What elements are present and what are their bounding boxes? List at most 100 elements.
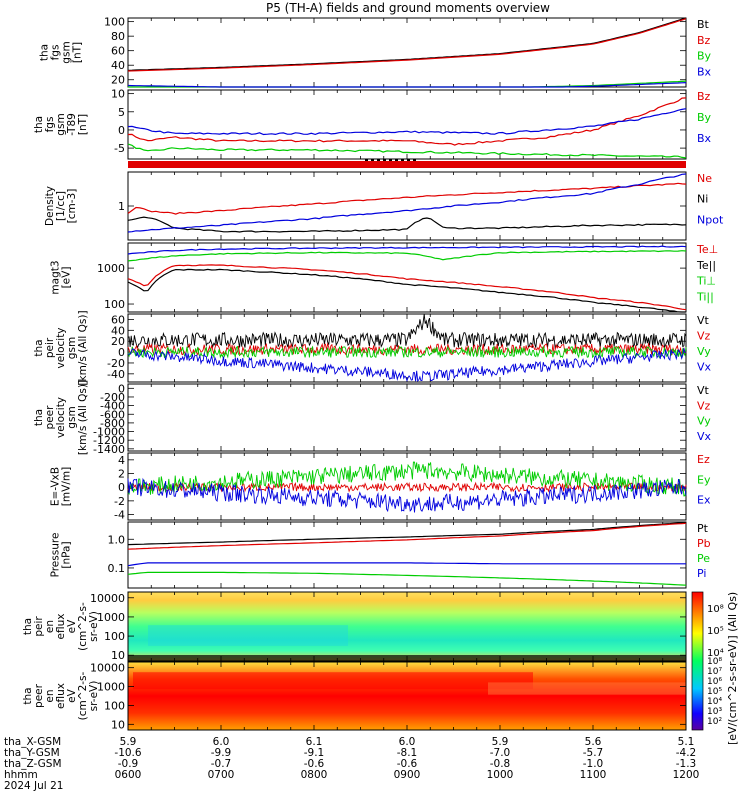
y-axis-label-line: tha [33, 116, 45, 133]
x-axis-labels: tha_X-GSM 5.9 6.0 6.1 6.0 5.9 5.6 5.1 tha_Y-GSM -… [4, 736, 699, 792]
y-axis-label: tha peir en eflux eV (cm^2-s-sr-eV) [22, 602, 100, 651]
series-line-Vt [127, 314, 687, 350]
y-axis-label-line: sr-eV) [88, 681, 100, 712]
y-tick-label: -200 [100, 391, 125, 404]
y-axis-label-line: [1/cc] [55, 191, 67, 221]
y-tick-label: 1.0 [108, 533, 126, 546]
y-axis-label-line: [nT] [72, 42, 84, 63]
x-axis-row-label: tha_Z-GSM [4, 758, 62, 770]
panel-frame [127, 17, 687, 88]
series-line-Vx [127, 347, 687, 383]
legend-label: Bt [697, 18, 710, 31]
y-tick-label: 1000 [97, 611, 125, 624]
y-tick-label: -400 [100, 400, 125, 413]
x-tick-label: -7.0 [490, 747, 511, 759]
y-tick-label: 100 [104, 16, 125, 29]
y-tick-label: 100 [104, 298, 125, 311]
y-tick-label: -4 [114, 509, 125, 522]
legend-label: Bx [697, 65, 712, 78]
y-axis-label-line: [mV/m] [61, 467, 73, 506]
y-tick-label: 1000 [97, 681, 125, 694]
legend-label: Ex [697, 494, 711, 507]
y-tick-label: -1400 [93, 443, 125, 456]
legend-label: Pt [697, 522, 709, 535]
series-line-By [127, 143, 687, 159]
y-axis-label-line: magt3 [50, 260, 62, 294]
panel-efield: -4-2024 E=-VxB [mV/m] Ez Ey Ex [50, 452, 711, 522]
panel-frame [127, 383, 687, 452]
y-axis-label-line: [km/s (All Qs)] [77, 380, 89, 455]
y-tick-label: 0 [118, 481, 125, 494]
y-axis-label-line: peir [33, 616, 45, 637]
legend-label: Pb [697, 537, 711, 550]
legend-label: Ez [697, 453, 710, 466]
series-line-Bx [127, 82, 687, 88]
date-label: 2024 Jul 21 [4, 780, 63, 792]
colorbar-tick-label: 10⁶ [707, 677, 722, 687]
x-tick-label: -1.0 [583, 758, 604, 770]
y-tick-label: 4 [118, 454, 125, 467]
y-tick-label: -5 [114, 142, 125, 155]
colorbar-label: [eV/(cm^2-s-sr-eV)] (All Qs) [726, 592, 739, 745]
y-axis-label-line: peer [33, 683, 45, 708]
x-tick-label: 5.9 [492, 736, 509, 748]
y-axis-label-line: [cm-3] [66, 189, 78, 224]
x-tick-label: 5.1 [678, 736, 695, 748]
x-tick-label: 0600 [115, 769, 142, 781]
y-tick-label: 20 [111, 74, 125, 87]
y-tick-label: 0 [118, 124, 125, 137]
series-line-Bx [127, 108, 687, 136]
series-line-Ti⊥ [127, 250, 687, 262]
y-axis-label-line: tha [22, 618, 34, 635]
y-axis-label-line: en [44, 620, 56, 633]
y-axis-label-line: velocity [55, 327, 67, 368]
series-line-Ez [127, 481, 687, 493]
y-axis-label-line: Pressure [50, 533, 62, 578]
y-axis-label: tha fgs gsm -T89 [nT] [33, 113, 89, 136]
y-tick-label: -40 [107, 368, 125, 381]
legend-label: Npot [697, 213, 724, 226]
y-axis-label-line: gsm [55, 113, 67, 135]
y-axis-label-line: fgs [50, 45, 62, 61]
y-axis-label-line: sr-eV) [88, 611, 100, 642]
y-axis-label-line: tha [22, 687, 34, 704]
y-axis-label: magt3 [eV] [50, 260, 73, 294]
y-tick-label: 10 [111, 649, 125, 662]
x-tick-label: 1100 [580, 769, 607, 781]
y-axis-label-line: Density [44, 186, 56, 226]
y-tick-label: 2 [118, 468, 125, 481]
legend-label: Vx [697, 430, 712, 443]
panel-pressure: 0.1 1.0 Pressure [nPa] Pt Pb Pe Pi [50, 521, 711, 589]
legend-label: Vy [697, 415, 711, 428]
y-axis-label-line: peer [44, 405, 56, 430]
colorbar-tick-label: 10² [707, 717, 722, 727]
x-tick-label: 6.1 [306, 736, 323, 748]
series-line-Vz [127, 342, 687, 357]
y-axis-label: tha fgs gsm [nT] [39, 41, 84, 63]
y-axis-label-line: (cm^2-s- [77, 671, 89, 720]
y-tick-label: 0 [118, 346, 125, 359]
legend-label: Ni [697, 193, 708, 206]
y-tick-label: -600 [100, 408, 125, 421]
y-tick-label: 0 [118, 382, 125, 395]
x-tick-label: -8.1 [397, 747, 418, 759]
colorbar-tick-label: 10⁴ [707, 697, 722, 707]
x-axis-row-label: tha_X-GSM [4, 736, 61, 748]
y-tick-label: -800 [100, 417, 125, 430]
y-axis-label: tha peer en eflux eV (cm^2-s-sr-eV) [22, 671, 100, 720]
panel-fgs_gsm_dB: -5 0 5 10 tha fgs gsm -T89 [nT] Bz By Bx [33, 88, 712, 160]
y-tick-label: 40 [111, 59, 125, 72]
x-tick-label: -9.9 [211, 747, 232, 759]
y-tick-label: 1000 [97, 262, 125, 275]
legend-label: Vz [697, 399, 711, 412]
panel-temperature: 100 1000 magt3 [eV] Te⊥ Te|| Ti⊥ Ti|| [50, 242, 718, 313]
series-line-Te⊥ [127, 264, 687, 311]
x-tick-label: 0800 [301, 769, 328, 781]
y-axis-label-line: gsm [66, 337, 78, 359]
x-tick-label: -0.9 [118, 758, 139, 770]
y-tick-label: 5 [118, 106, 125, 119]
